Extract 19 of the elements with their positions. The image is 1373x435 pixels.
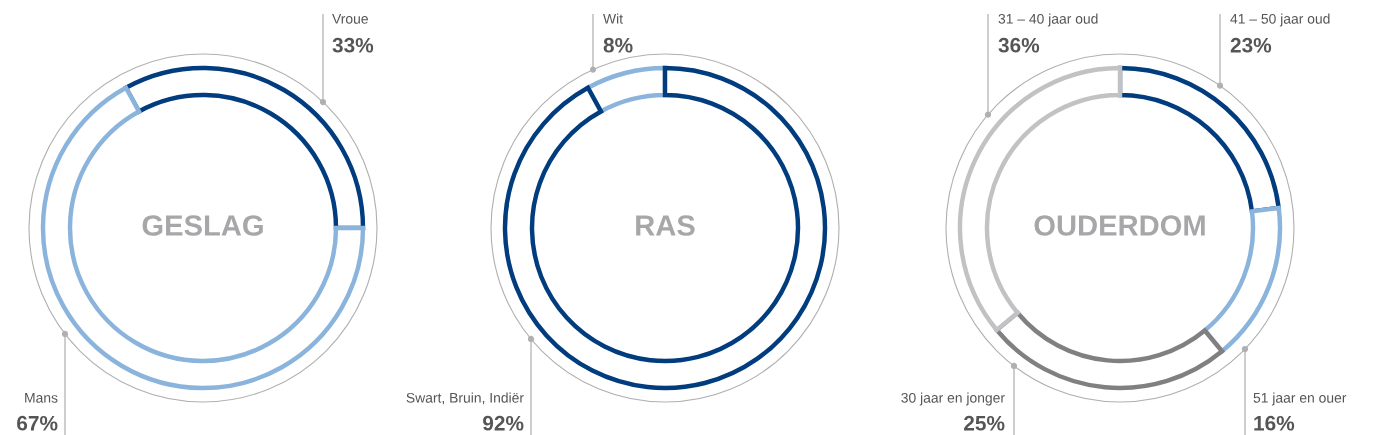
text: RAS [636,215,695,236]
slice-label: 31 – 40 jaar oud [998,13,1098,27]
data-label: 23% [1230,37,1272,53]
data-label: 8% [603,37,633,53]
data-label: 67% [17,415,58,431]
text: OUDERDOM [1034,215,1205,236]
slice-label: Wit [603,13,623,24]
slice-label: 51 jaar en ouer [1253,392,1347,406]
data-label: 36% [998,37,1040,53]
data-label: 92% [483,415,524,431]
slice-label: Swart, Bruin, Indiër [406,392,524,405]
data-label: 25% [964,415,1005,431]
slice-label: 41 – 50 jaar oud [1230,13,1330,27]
data-label: 16% [1254,415,1295,431]
data-label: 33% [332,37,374,53]
slice-label: Vroue [332,14,368,24]
text: GESLAG [142,215,263,236]
slice-label: Mans [25,393,58,403]
slice-label: 30 jaar en jonger [901,392,1005,406]
